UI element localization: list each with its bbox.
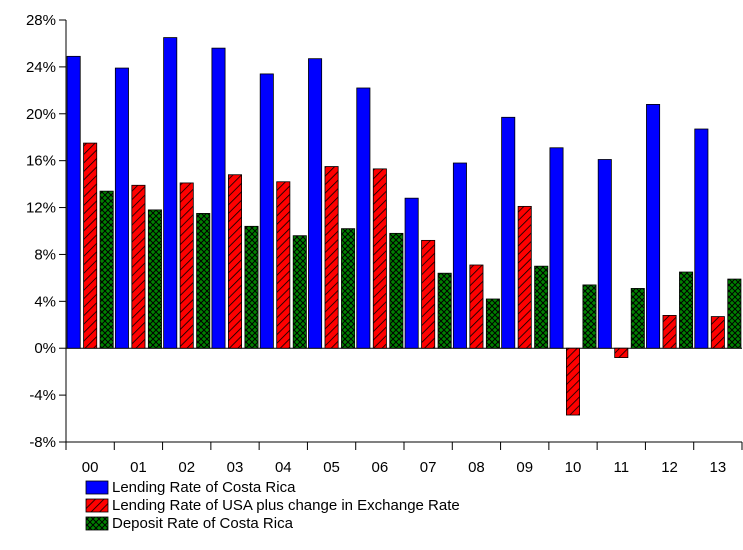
legend-swatch — [85, 480, 109, 495]
bar — [114, 67, 129, 349]
x-tick-label: 13 — [710, 459, 727, 476]
bar — [196, 213, 211, 349]
x-tick-label: 12 — [661, 459, 678, 476]
y-tick-label: 20% — [26, 106, 56, 123]
y-tick-label: 0% — [34, 340, 56, 357]
legend-label: Lending Rate of USA plus change in Excha… — [112, 497, 460, 514]
bar — [372, 168, 387, 349]
x-tick-label: 05 — [323, 459, 340, 476]
bar — [356, 87, 371, 349]
legend-swatch — [85, 498, 109, 513]
bar — [517, 205, 532, 349]
bar — [679, 271, 694, 349]
y-tick-label: 16% — [26, 153, 56, 170]
bar — [404, 197, 419, 349]
x-tick-label: 09 — [516, 459, 533, 476]
x-tick-label: 06 — [372, 459, 389, 476]
bar — [597, 159, 612, 349]
bar — [485, 298, 500, 349]
bar — [727, 278, 742, 349]
bar — [630, 288, 645, 349]
legend-label: Deposit Rate of Costa Rica — [112, 515, 294, 532]
bar — [710, 316, 725, 349]
y-tick-label: 12% — [26, 200, 56, 217]
bar — [324, 166, 339, 349]
bar — [244, 225, 259, 349]
bar — [83, 142, 98, 349]
bar — [549, 147, 564, 349]
x-tick-label: 04 — [275, 459, 292, 476]
bar — [389, 232, 404, 349]
bar — [308, 58, 323, 349]
bar — [179, 182, 194, 349]
y-tick-label: 4% — [34, 293, 56, 310]
y-tick-label: 24% — [26, 59, 56, 76]
bar — [437, 272, 452, 349]
x-tick-label: 00 — [82, 459, 99, 476]
bar — [694, 128, 709, 349]
bar — [147, 209, 162, 349]
bar — [501, 116, 516, 349]
bar — [452, 162, 467, 349]
bar — [66, 55, 81, 349]
tick-labels: -8% -4% 0% 4% 8% 12% 16% 20% 24% 28% 00 01 02 03 04 05 0… — [26, 12, 726, 476]
bar — [292, 235, 307, 349]
bar — [163, 37, 178, 349]
axes — [59, 19, 743, 450]
x-tick-label: 07 — [420, 459, 437, 476]
bar — [614, 347, 629, 359]
bar — [341, 228, 356, 349]
y-tick-label: -4% — [29, 387, 56, 404]
legend-swatch — [85, 516, 109, 531]
x-tick-label: 08 — [468, 459, 485, 476]
bar — [566, 347, 581, 416]
y-tick-label: -8% — [29, 434, 56, 451]
bar — [211, 47, 226, 349]
bar — [99, 190, 114, 349]
x-tick-label: 01 — [130, 459, 147, 476]
bar — [662, 314, 677, 349]
x-tick-label: 02 — [178, 459, 195, 476]
bar — [469, 264, 484, 349]
x-tick-label: 10 — [565, 459, 582, 476]
x-tick-label: 11 — [613, 459, 629, 476]
bar — [131, 184, 146, 349]
bar — [582, 284, 597, 349]
bar — [421, 239, 436, 349]
bar — [646, 104, 661, 349]
bar — [259, 73, 274, 349]
bars — [66, 37, 742, 416]
y-tick-label: 28% — [26, 12, 56, 29]
bar — [227, 174, 242, 349]
legend-label: Lending Rate of Costa Rica — [112, 479, 296, 496]
bar — [534, 265, 549, 349]
y-tick-label: 8% — [34, 246, 56, 263]
x-tick-label: 03 — [227, 459, 244, 476]
bar — [276, 181, 291, 349]
